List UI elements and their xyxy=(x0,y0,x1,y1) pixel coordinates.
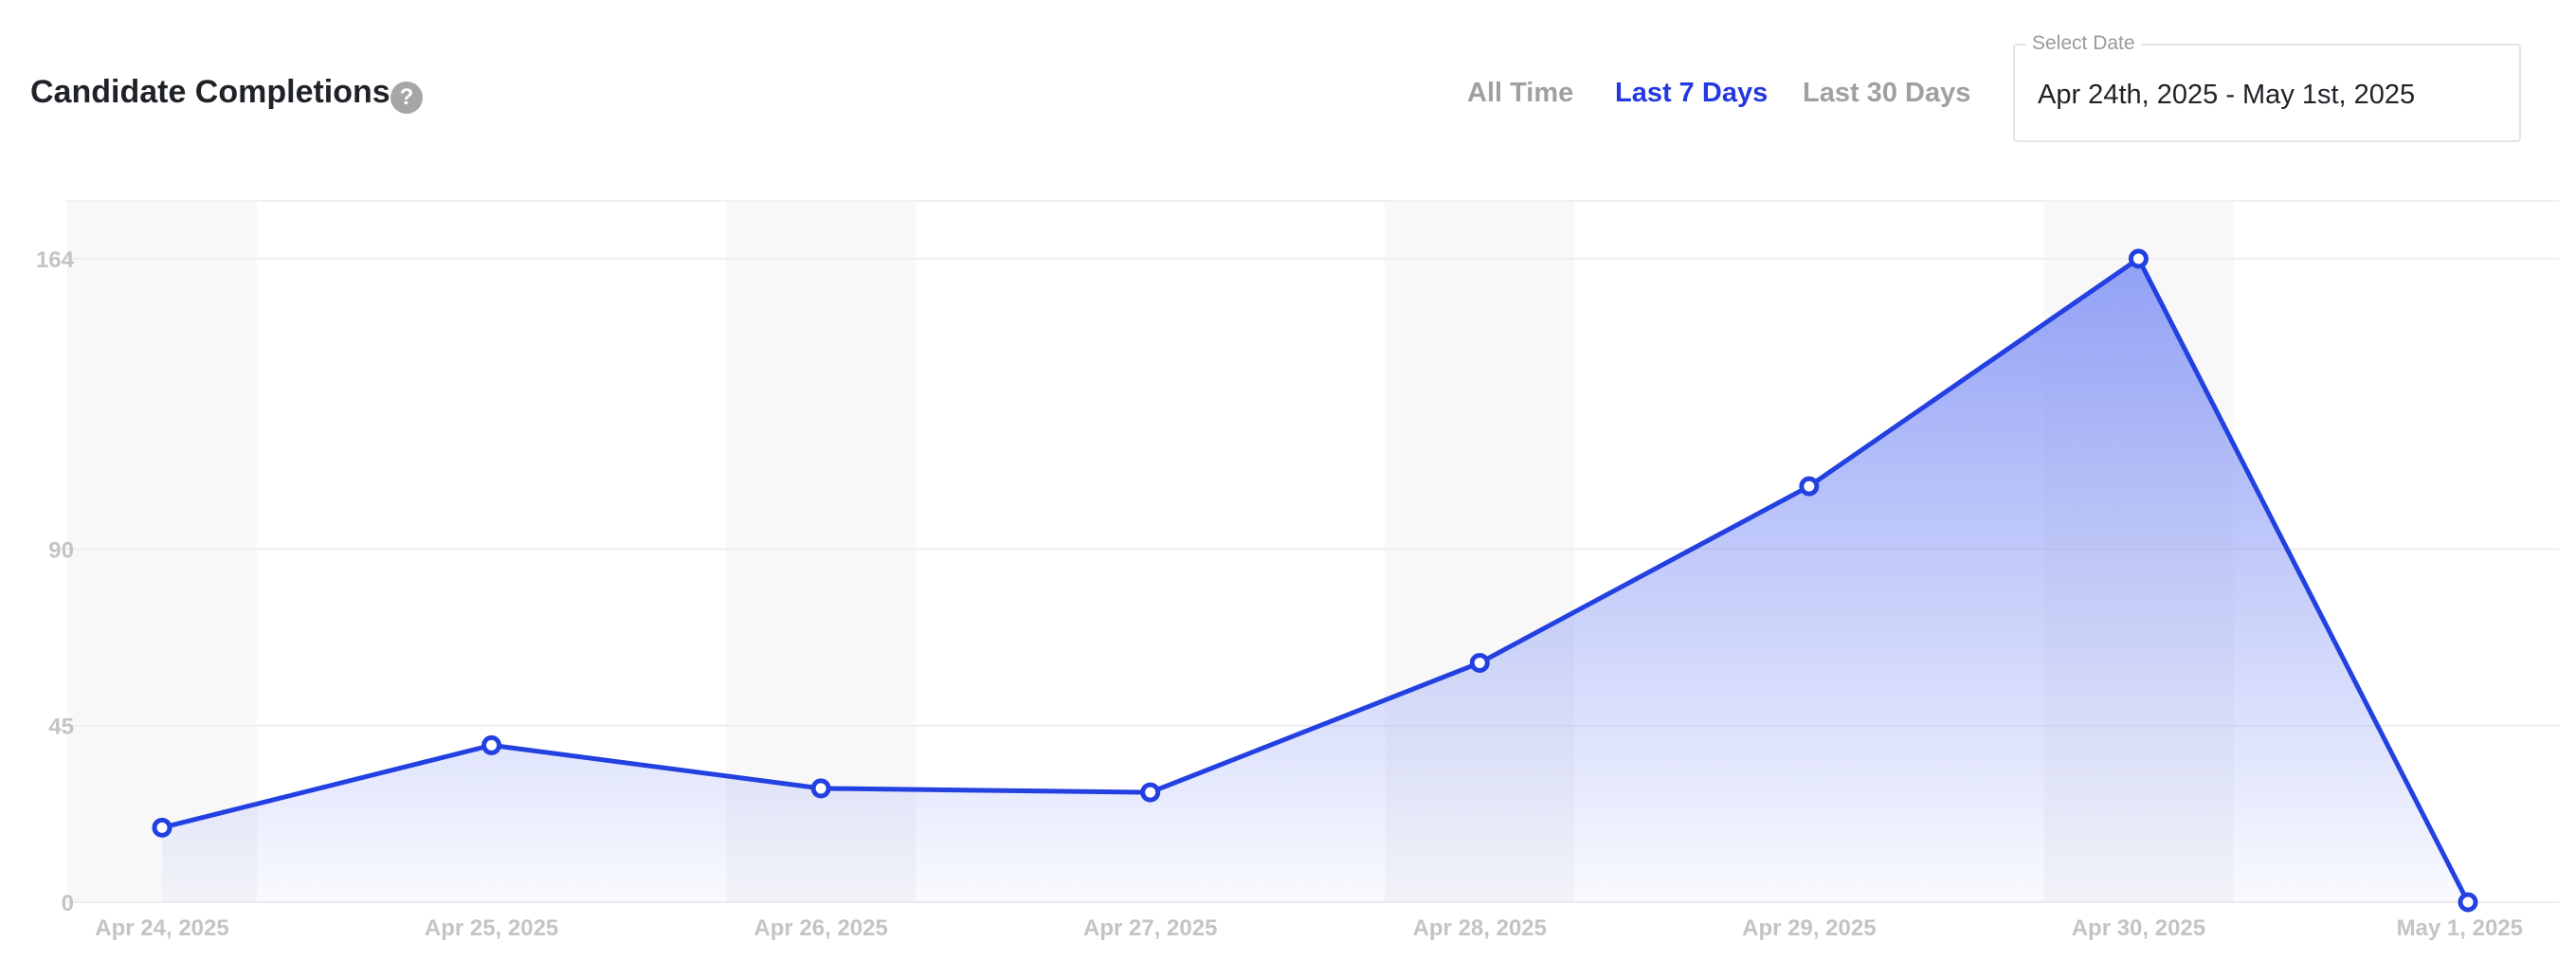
data-point[interactable] xyxy=(1799,476,1820,497)
tab-last-7-days[interactable]: Last 7 Days xyxy=(1615,78,1769,108)
date-picker-label: Select Date xyxy=(2026,32,2141,55)
x-tick-label: Apr 29, 2025 xyxy=(1742,915,1876,941)
help-icon[interactable]: ? xyxy=(390,82,423,114)
data-point[interactable] xyxy=(481,734,502,755)
y-tick-label: 164 xyxy=(36,247,75,273)
data-points xyxy=(152,248,2478,913)
data-point[interactable] xyxy=(1140,782,1161,803)
tab-last-30-days[interactable]: Last 30 Days xyxy=(1803,78,1971,108)
y-tick-label: 0 xyxy=(62,891,74,916)
x-tick-label: Apr 25, 2025 xyxy=(425,915,558,941)
data-point[interactable] xyxy=(810,778,831,799)
x-tick-label: May 1, 2025 xyxy=(2397,915,2523,941)
background-band xyxy=(67,201,257,902)
date-picker[interactable]: Select Date Apr 24th, 2025 - May 1st, 20… xyxy=(2013,32,2521,142)
data-point[interactable] xyxy=(2128,248,2149,269)
x-tick-label: Apr 30, 2025 xyxy=(2072,915,2205,941)
y-tick-label: 45 xyxy=(48,715,74,740)
y-axis: 0 45 90 164 xyxy=(36,247,75,916)
x-tick-label: Apr 28, 2025 xyxy=(1413,915,1547,941)
data-point[interactable] xyxy=(152,817,172,838)
series-line xyxy=(161,256,2471,904)
x-tick-label: Apr 24, 2025 xyxy=(95,915,228,941)
data-point[interactable] xyxy=(2458,892,2478,913)
chart-title: Candidate Completions xyxy=(30,74,390,110)
area-chart: 0 45 90 164 Apr 24, 2025 Apr 25, 2025 Apr 26,… xyxy=(36,200,2559,941)
x-tick-label: Apr 27, 2025 xyxy=(1083,915,1217,941)
chart-header: Candidate Completions ? All Time Last 7 … xyxy=(0,0,2576,180)
x-axis: Apr 24, 2025 Apr 25, 2025 Apr 26, 2025 Apr … xyxy=(95,915,2523,941)
y-tick-label: 90 xyxy=(48,537,74,563)
tab-all-time[interactable]: All Time xyxy=(1467,78,1574,108)
data-point[interactable] xyxy=(1469,652,1490,673)
x-tick-label: Apr 26, 2025 xyxy=(753,915,887,941)
date-picker-value: Apr 24th, 2025 - May 1st, 2025 xyxy=(2038,80,2416,110)
series-area xyxy=(162,259,2468,902)
